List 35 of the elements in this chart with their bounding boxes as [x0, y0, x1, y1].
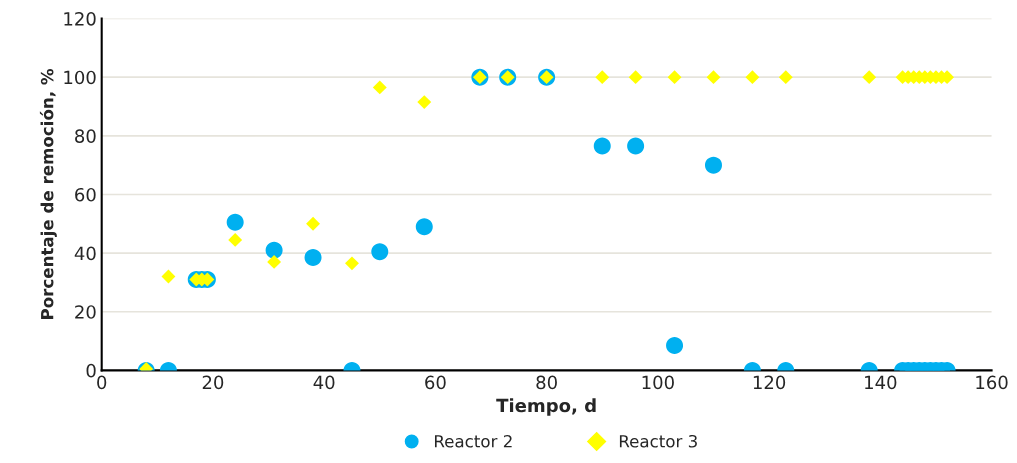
- x-tick-label: 0: [97, 375, 107, 390]
- point: [704, 156, 722, 174]
- point: [372, 80, 387, 95]
- y-tick-label: 0: [86, 363, 96, 378]
- point: [417, 95, 432, 110]
- y-axis-title: Porcentaje de remoción, %: [39, 68, 57, 319]
- point: [226, 213, 244, 231]
- point: [706, 70, 721, 85]
- point: [306, 216, 320, 231]
- point: [593, 137, 611, 155]
- x-tick-label: 160: [976, 375, 1008, 390]
- x-tick-label: 60: [425, 375, 446, 390]
- point: [745, 70, 760, 85]
- y-tick-label: 120: [64, 11, 96, 26]
- x-tick-label: 80: [536, 375, 557, 390]
- y-tick-label: 100: [64, 70, 96, 85]
- y-tick-label: 40: [74, 246, 96, 261]
- point: [595, 70, 610, 85]
- y-tick-label: 60: [75, 187, 96, 202]
- legend-label: Reactor 3: [619, 434, 697, 448]
- point: [627, 137, 645, 155]
- x-tick-label: 20: [202, 375, 224, 390]
- legend-label: Reactor 2: [434, 434, 512, 448]
- x-tick-label: 120: [753, 375, 786, 390]
- y-tick-label: 20: [75, 305, 96, 319]
- x-axis-title: Tiempo, d: [496, 398, 596, 416]
- y-tick-label: 80: [75, 129, 96, 143]
- point: [778, 70, 793, 85]
- x-tick-label: 40: [313, 375, 335, 390]
- x-tick-label: 100: [642, 375, 674, 390]
- x-tick-label: 140: [865, 375, 897, 390]
- point: [628, 70, 643, 85]
- point: [862, 70, 877, 85]
- point: [228, 232, 243, 247]
- point: [667, 70, 682, 85]
